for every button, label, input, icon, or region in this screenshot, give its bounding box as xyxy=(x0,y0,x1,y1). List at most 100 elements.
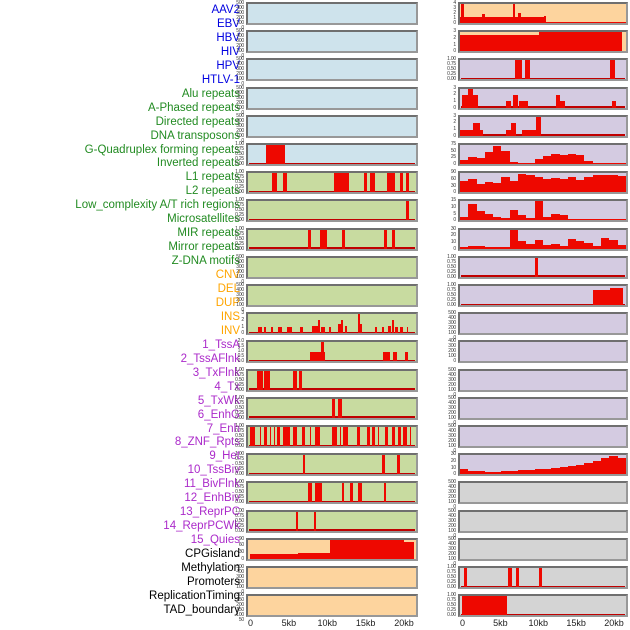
y-axis-tick-label: 20 xyxy=(450,457,456,464)
signal-bar xyxy=(286,326,292,334)
histogram-bin xyxy=(601,238,610,249)
y-axis-tick-label: 500 xyxy=(236,28,244,35)
track-label: HIV xyxy=(220,45,240,58)
track-panel xyxy=(458,537,628,561)
histogram-bin xyxy=(584,242,593,249)
histogram-bin xyxy=(501,217,510,221)
y-axis-tick-label: 0 xyxy=(453,358,456,365)
y-axis-tick-label: 0 xyxy=(453,104,456,111)
histogram-bin xyxy=(551,177,560,193)
histogram-bin xyxy=(468,156,477,164)
signal-bar xyxy=(293,427,298,446)
signal-bar xyxy=(610,60,616,80)
y-axis-tick-label: 2 xyxy=(453,91,456,98)
histogram-bin xyxy=(460,246,469,249)
y-axis-tick-label: 500 xyxy=(448,310,456,317)
y-axis-tick-label: 0 xyxy=(453,471,456,478)
y-axis-tick-label: 0.75 xyxy=(235,202,244,209)
y-axis-tick-label: 1.00 xyxy=(235,451,244,458)
y-axis-ticks: 1.00 0.75 0.50 0.25 0.00 xyxy=(220,395,244,421)
histogram-bin xyxy=(601,174,610,193)
x-axis-tick-label: 0 xyxy=(247,618,254,628)
y-axis-tick-label: 0.50 xyxy=(447,263,456,270)
histogram-bin xyxy=(493,145,502,164)
track-panel xyxy=(246,171,418,195)
y-axis-tick-label: 100 xyxy=(236,20,244,26)
y-axis-tick-label: 200 xyxy=(236,43,244,50)
track-panel xyxy=(458,227,628,251)
signal-baseline xyxy=(249,529,415,531)
signal-bar xyxy=(318,320,321,334)
histogram-bin xyxy=(493,216,502,221)
signal-bar xyxy=(263,326,267,334)
track-label: G-Quadruplex forming repeats xyxy=(84,143,240,156)
y-axis-tick-label: 2 xyxy=(453,10,456,16)
histogram-bin xyxy=(617,176,626,193)
y-axis-tick-label: 500 xyxy=(236,253,244,260)
signal-bar xyxy=(543,15,546,23)
y-axis-tick-label: 400 xyxy=(448,484,456,491)
signal-bar xyxy=(463,568,467,587)
signal-bar xyxy=(519,101,529,108)
y-axis-tick-label: 1.00 xyxy=(447,564,456,570)
track-label: Low_complexity A/T rich regions xyxy=(75,199,240,212)
x-axis-tick-label: 20kb xyxy=(394,618,414,628)
track-panel xyxy=(458,368,628,392)
signal-bar xyxy=(250,427,256,446)
track-panel xyxy=(458,425,628,448)
y-axis-tick-label: 300 xyxy=(236,592,244,599)
y-axis-ticks: 1.00 0.75 0.50 0.25 0.00 xyxy=(432,593,456,618)
panel-plot-area xyxy=(460,116,626,136)
signal-bar xyxy=(559,101,565,108)
histogram-bin xyxy=(476,246,485,249)
histogram-bin xyxy=(559,178,568,193)
panel-plot-area xyxy=(460,483,626,502)
y-axis-tick-label: 1.00 xyxy=(235,507,244,514)
y-axis-tick-label: 300 xyxy=(236,574,244,580)
signal-bar xyxy=(386,173,395,193)
track-panel xyxy=(246,537,418,561)
histogram-bin xyxy=(542,468,552,475)
x-axis-tick-label: 10kb xyxy=(317,618,338,628)
track-label: A-Phased repeats xyxy=(147,101,240,114)
y-axis-tick-label: 0.75 xyxy=(447,61,456,68)
y-axis-tick-label: 100 xyxy=(448,386,456,393)
y-axis-tick-label: 0.50 xyxy=(235,404,244,411)
y-axis-tick-label: 0.75 xyxy=(447,258,456,265)
histogram-bin xyxy=(484,151,494,164)
track-panel xyxy=(246,86,418,110)
track-panel xyxy=(458,2,628,25)
histogram-bin xyxy=(559,245,568,249)
track-panel xyxy=(458,453,628,477)
y-axis-ticks: 500 400 300 200 100 0 xyxy=(220,57,244,87)
signal-bar xyxy=(315,483,322,503)
y-axis-tick-label: 30 xyxy=(450,182,456,189)
y-axis-tick-label: 500 xyxy=(448,479,456,486)
panel-plot-area xyxy=(460,286,626,305)
track-panel xyxy=(458,312,628,336)
y-axis-tick-label: 0.75 xyxy=(235,146,244,152)
histogram-bin xyxy=(460,469,469,475)
y-axis-tick-label: 0.75 xyxy=(235,230,244,237)
signal-bar xyxy=(311,325,319,334)
track-panel xyxy=(246,30,418,54)
histogram-bin xyxy=(567,153,577,164)
track-label: 13_ReprPC xyxy=(179,506,240,519)
y-axis-tick-label: 200 xyxy=(448,550,456,557)
histogram-bin xyxy=(584,219,593,221)
y-axis-tick-label: 0.00 xyxy=(235,471,244,478)
signal-bar xyxy=(259,427,261,446)
histogram-bin xyxy=(592,175,602,193)
y-axis-tick-label: 0.50 xyxy=(447,66,456,73)
y-axis-tick-label: 200 xyxy=(236,268,244,275)
y-axis-tick-label: 0.75 xyxy=(235,399,244,406)
y-axis-tick-label: 300 xyxy=(236,122,244,129)
y-axis-tick-label: 100 xyxy=(448,330,456,337)
y-axis-tick-label: 0.25 xyxy=(235,212,244,219)
track-label: 3_TxFlnk xyxy=(192,366,240,379)
signal-bar xyxy=(511,123,517,136)
track-label: 4_Tx xyxy=(214,380,240,393)
histogram-bin xyxy=(584,176,593,193)
signal-bar xyxy=(593,290,611,305)
signal-bar xyxy=(403,427,407,446)
